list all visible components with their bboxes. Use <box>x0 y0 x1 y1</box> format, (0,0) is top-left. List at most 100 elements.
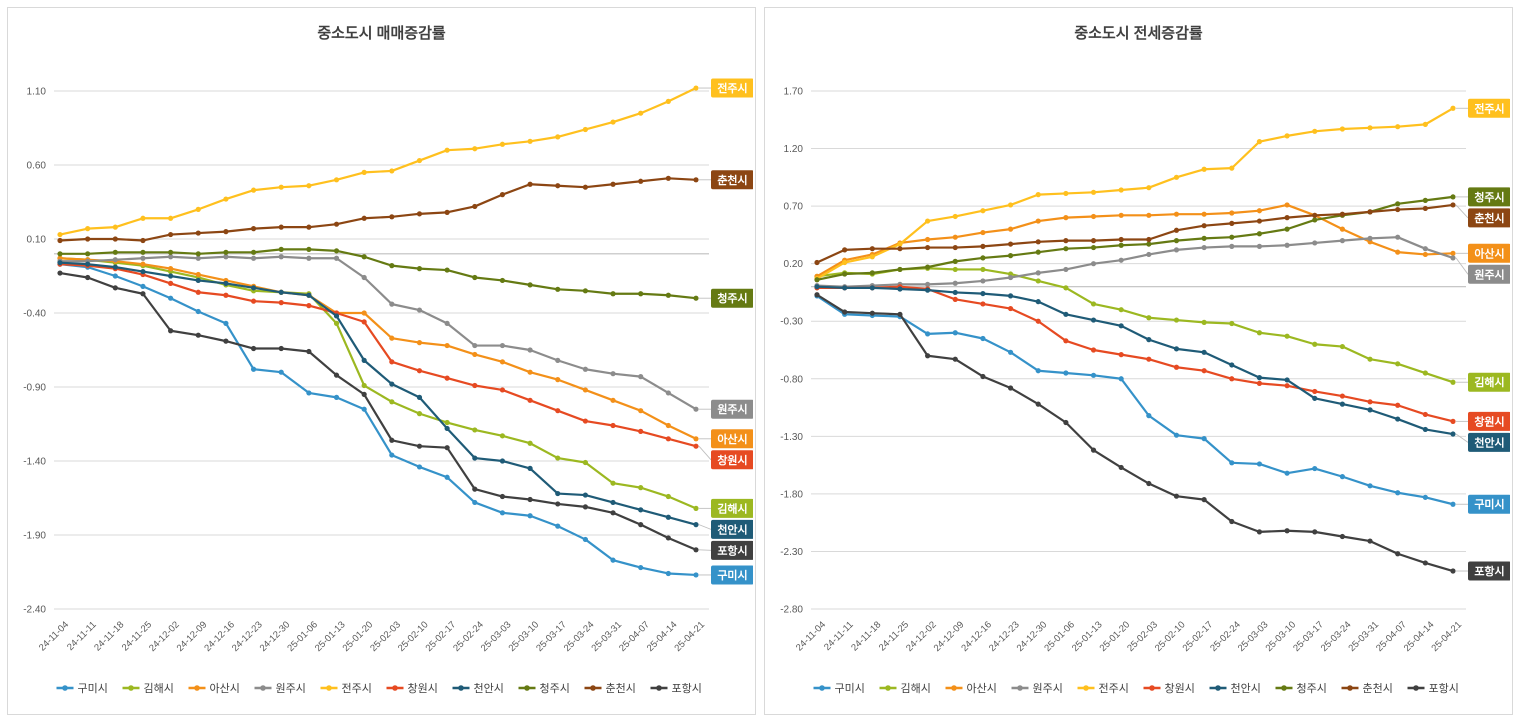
data-point-marker <box>168 231 174 238</box>
data-point-marker <box>250 255 257 261</box>
legend-item: 김해시 <box>122 681 174 695</box>
data-point-marker <box>1229 220 1235 226</box>
data-point-marker <box>223 254 229 260</box>
data-point-marker <box>638 507 644 513</box>
data-point-marker <box>1422 246 1428 252</box>
data-point-marker <box>814 277 820 283</box>
series-end-label: 춘천시 <box>699 170 753 190</box>
series-path <box>816 107 1454 280</box>
data-point-marker <box>278 246 284 252</box>
data-point-marker <box>85 251 91 257</box>
end-label-text: 포항시 <box>1474 564 1504 578</box>
data-point-marker <box>1146 337 1152 343</box>
data-point-marker <box>582 387 588 393</box>
data-point-marker <box>527 465 533 471</box>
data-point-marker <box>1146 413 1152 419</box>
data-point-marker <box>693 295 699 301</box>
data-point-marker <box>1367 356 1373 362</box>
data-point-marker <box>638 178 644 184</box>
legend-label: 춘천시 <box>1363 681 1393 695</box>
data-point-marker <box>1450 202 1456 208</box>
series-line <box>814 284 1456 424</box>
data-point-marker <box>1422 494 1428 500</box>
legend-dot-marker <box>951 685 957 691</box>
series-path <box>817 285 1454 423</box>
end-label-text: 김해시 <box>717 501 747 515</box>
data-point-marker <box>1395 402 1401 408</box>
series-end-label: 원주시 <box>699 399 753 419</box>
series-line <box>57 260 699 528</box>
data-point-marker <box>1339 238 1345 244</box>
data-point-marker <box>527 138 533 144</box>
data-point-marker <box>1450 568 1456 574</box>
series-path <box>816 203 1454 278</box>
legend-dot-marker <box>656 685 662 691</box>
data-point-marker <box>693 177 699 183</box>
data-point-marker <box>1367 538 1373 544</box>
data-point-marker <box>333 372 340 378</box>
data-point-marker <box>195 289 201 295</box>
data-point-marker <box>842 247 848 253</box>
end-label-text: 포항시 <box>717 543 747 557</box>
data-point-marker <box>1173 493 1180 499</box>
data-point-marker <box>1312 128 1318 134</box>
sale-price-line-chart: 1.10 0.60 0.10 -0.40 -0.90 -1.40 -1.90 -2.40 24-… <box>23 78 753 695</box>
data-point-marker <box>1312 240 1318 246</box>
data-point-marker <box>1146 480 1152 487</box>
data-point-marker <box>952 330 958 336</box>
data-point-marker <box>168 215 174 221</box>
series-end-label: 아산시 <box>1456 243 1510 263</box>
data-point-marker <box>140 291 146 297</box>
data-point-marker <box>925 287 931 293</box>
data-point-marker <box>610 499 616 506</box>
data-point-marker <box>306 224 312 230</box>
data-point-marker <box>168 273 174 279</box>
end-label-text: 원주시 <box>717 402 747 416</box>
data-point-marker <box>1201 368 1207 374</box>
data-point-marker <box>112 273 118 279</box>
data-point-marker <box>555 377 561 383</box>
legend-label: 아산시 <box>967 682 997 695</box>
legend-label: 구미시 <box>835 682 865 695</box>
y-tick-label: -0.90 <box>23 383 46 394</box>
data-point-marker <box>250 249 257 255</box>
data-point-marker <box>416 394 423 400</box>
data-point-marker <box>638 564 644 571</box>
data-point-marker <box>693 572 699 578</box>
data-point-marker <box>168 266 174 272</box>
end-label-box <box>711 519 753 539</box>
data-point-marker <box>1256 380 1263 386</box>
legend-item: 청주시 <box>518 682 570 695</box>
data-point-marker <box>869 310 875 316</box>
data-point-marker <box>1007 274 1014 281</box>
data-point-marker <box>1450 255 1456 261</box>
data-point-marker <box>278 289 284 295</box>
data-point-marker <box>665 175 671 181</box>
data-point-marker <box>333 313 340 319</box>
data-point-marker <box>897 311 903 317</box>
legend-item: 전주시 <box>320 682 372 695</box>
data-point-marker <box>389 168 395 174</box>
series-end-label: 김해시 <box>699 498 753 518</box>
end-label-box <box>1468 411 1510 431</box>
data-point-marker <box>416 157 423 164</box>
data-point-marker <box>582 366 588 372</box>
data-point-marker <box>389 335 395 341</box>
data-point-marker <box>1201 349 1207 355</box>
data-point-marker <box>1312 212 1318 218</box>
data-point-marker <box>693 85 699 91</box>
data-point-marker <box>250 298 257 304</box>
data-point-marker <box>195 277 201 284</box>
end-label-box <box>711 288 753 308</box>
data-point-marker <box>527 397 533 403</box>
data-point-marker <box>814 292 820 298</box>
end-label-text: 아산시 <box>717 432 747 446</box>
data-point-marker <box>952 234 958 240</box>
data-point-marker <box>693 505 699 511</box>
legend-label: 천안시 <box>1231 681 1261 695</box>
end-label-text: 창원시 <box>717 453 747 467</box>
legend-item: 포항시 <box>1407 682 1459 695</box>
data-point-marker <box>472 274 478 281</box>
series-end-label: 아산시 <box>699 429 753 449</box>
legend-label: 포항시 <box>672 682 702 695</box>
